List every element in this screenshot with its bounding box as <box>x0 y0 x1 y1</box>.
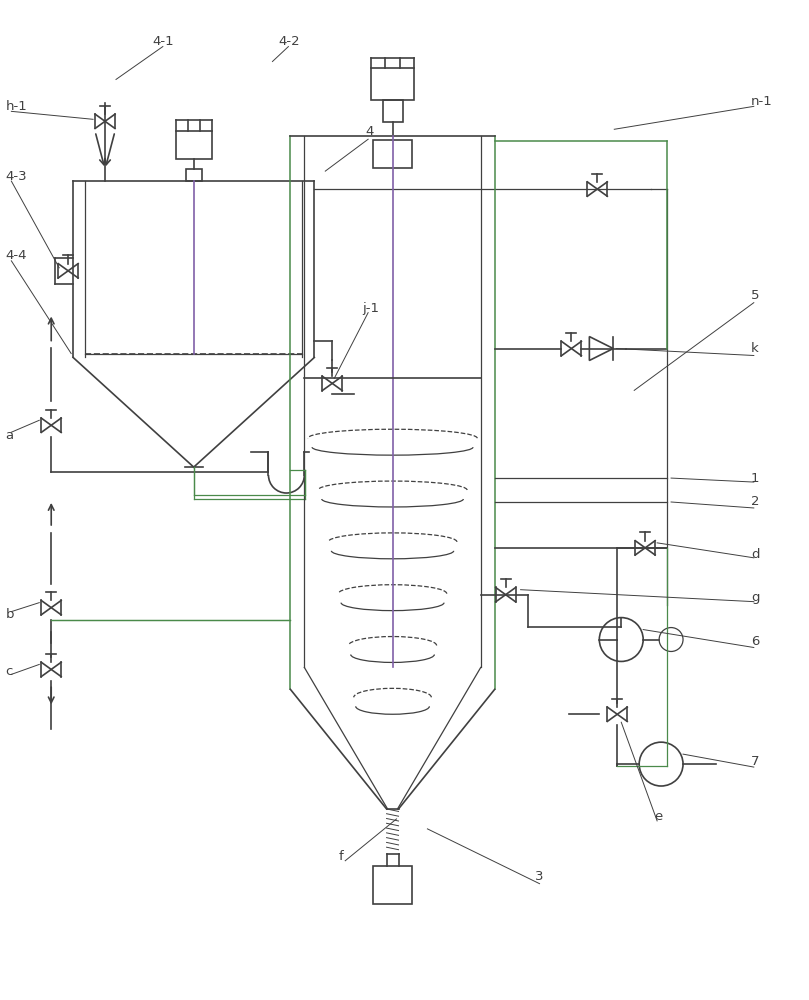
Bar <box>373 140 413 168</box>
Text: 4-2: 4-2 <box>278 35 300 48</box>
Text: 4-1: 4-1 <box>153 35 175 48</box>
Text: b: b <box>6 608 14 621</box>
Text: g: g <box>751 591 760 604</box>
Text: f: f <box>338 850 343 863</box>
Text: 4-3: 4-3 <box>6 170 27 183</box>
Text: 1: 1 <box>751 472 760 485</box>
Text: c: c <box>6 665 13 678</box>
Text: 4-4: 4-4 <box>6 249 27 262</box>
Text: j-1: j-1 <box>362 302 379 315</box>
Text: d: d <box>751 548 760 561</box>
Text: e: e <box>654 810 663 823</box>
Text: n-1: n-1 <box>751 95 773 108</box>
Text: k: k <box>751 342 759 355</box>
Bar <box>186 169 201 181</box>
Text: 4: 4 <box>365 125 374 138</box>
Text: 3: 3 <box>535 870 543 883</box>
Text: 5: 5 <box>751 289 760 302</box>
Text: 6: 6 <box>751 635 759 648</box>
Text: 2: 2 <box>751 495 760 508</box>
Bar <box>373 866 413 904</box>
Bar <box>371 68 414 100</box>
Text: h-1: h-1 <box>6 100 28 113</box>
Bar <box>383 100 403 122</box>
Text: 7: 7 <box>751 755 760 768</box>
Bar <box>176 131 212 159</box>
Text: a: a <box>6 429 14 442</box>
